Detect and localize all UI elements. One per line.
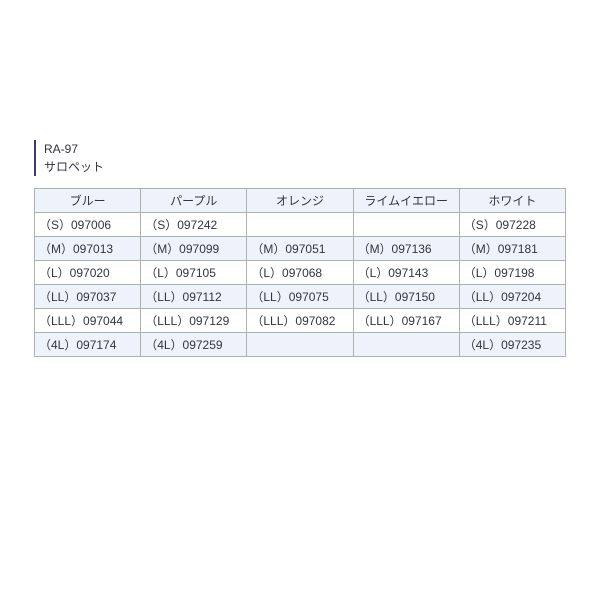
- title-block: RA-97 サロペット: [34, 140, 566, 176]
- table-row: （L）097020 （L）097105 （L）097068 （L）097143 …: [35, 261, 566, 285]
- cell: （LL）097112: [141, 285, 247, 309]
- cell: （4L）097174: [35, 333, 141, 357]
- col-header: パープル: [141, 189, 247, 213]
- cell: （M）097181: [459, 237, 565, 261]
- table-row: （M）097013 （M）097099 （M）097051 （M）097136 …: [35, 237, 566, 261]
- cell: （M）097013: [35, 237, 141, 261]
- col-header: オレンジ: [247, 189, 353, 213]
- cell: （S）097006: [35, 213, 141, 237]
- cell: （LLL）097082: [247, 309, 353, 333]
- cell: （L）097068: [247, 261, 353, 285]
- cell: （S）097242: [141, 213, 247, 237]
- cell: [247, 213, 353, 237]
- cell: （L）097105: [141, 261, 247, 285]
- cell: （S）097228: [459, 213, 565, 237]
- col-header: ホワイト: [459, 189, 565, 213]
- cell: （M）097136: [353, 237, 459, 261]
- col-header: ライムイエロー: [353, 189, 459, 213]
- cell: （LL）097204: [459, 285, 565, 309]
- size-color-table: ブルー パープル オレンジ ライムイエロー ホワイト （S）097006 （S）…: [34, 188, 566, 357]
- cell: （LLL）097044: [35, 309, 141, 333]
- cell: （LLL）097167: [353, 309, 459, 333]
- cell: （L）097198: [459, 261, 565, 285]
- product-name: サロペット: [44, 158, 566, 176]
- cell: [247, 333, 353, 357]
- product-code: RA-97: [44, 140, 566, 158]
- table-row: （LLL）097044 （LLL）097129 （LLL）097082 （LLL…: [35, 309, 566, 333]
- cell: [353, 333, 459, 357]
- col-header: ブルー: [35, 189, 141, 213]
- cell: （4L）097259: [141, 333, 247, 357]
- cell: （LLL）097129: [141, 309, 247, 333]
- cell: （M）097051: [247, 237, 353, 261]
- cell: [353, 213, 459, 237]
- cell: （L）097143: [353, 261, 459, 285]
- cell: （M）097099: [141, 237, 247, 261]
- cell: （4L）097235: [459, 333, 565, 357]
- cell: （L）097020: [35, 261, 141, 285]
- table-row: （S）097006 （S）097242 （S）097228: [35, 213, 566, 237]
- cell: （LLL）097211: [459, 309, 565, 333]
- cell: （LL）097075: [247, 285, 353, 309]
- cell: （LL）097150: [353, 285, 459, 309]
- table-row: （4L）097174 （4L）097259 （4L）097235: [35, 333, 566, 357]
- table-row: （LL）097037 （LL）097112 （LL）097075 （LL）097…: [35, 285, 566, 309]
- table-header-row: ブルー パープル オレンジ ライムイエロー ホワイト: [35, 189, 566, 213]
- cell: （LL）097037: [35, 285, 141, 309]
